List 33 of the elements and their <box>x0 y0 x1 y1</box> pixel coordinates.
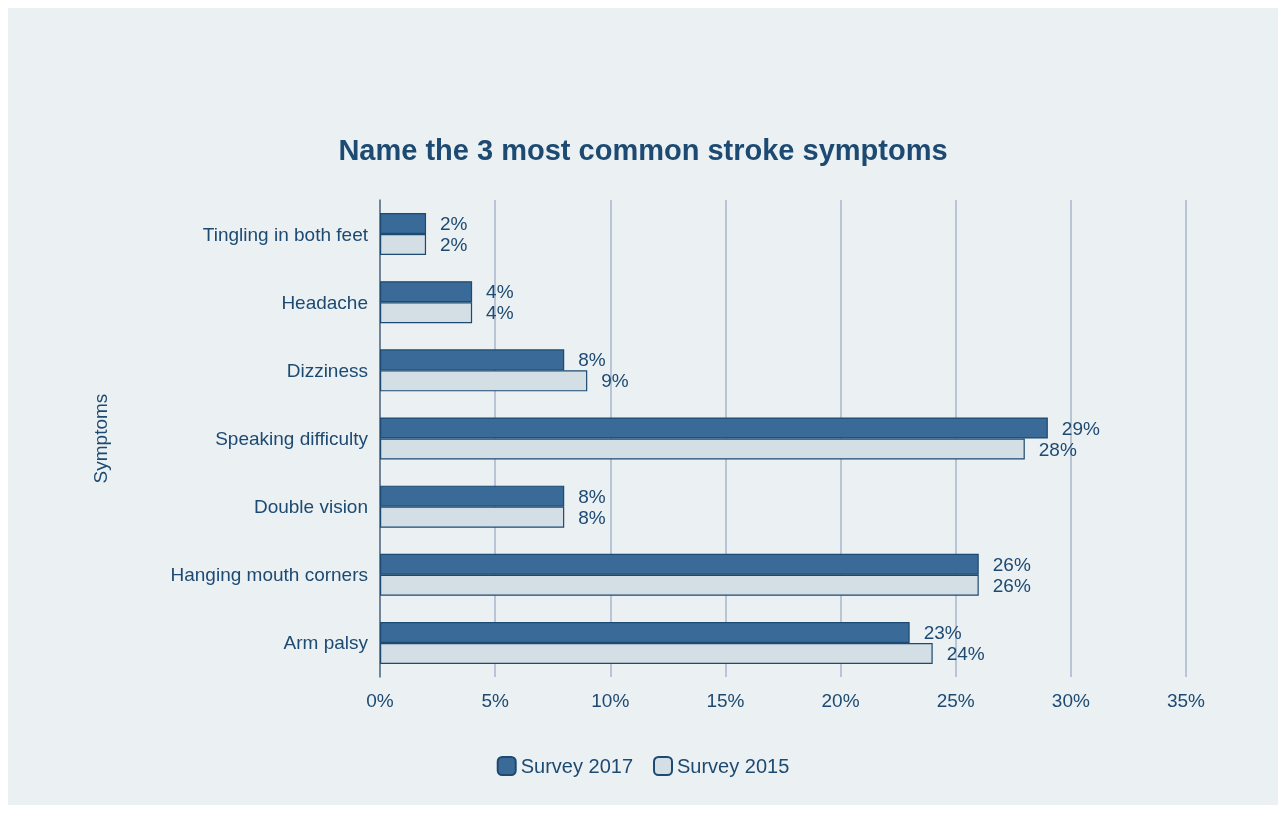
data-label: 2% <box>440 213 468 235</box>
y-tick-label: Tingling in both feet <box>202 223 369 245</box>
y-tick-label: Double vision <box>253 496 368 518</box>
y-axis-title: Symptoms <box>90 393 111 484</box>
x-tick-label: 5% <box>481 690 509 711</box>
x-tick-label: 25% <box>936 690 975 711</box>
x-tick-label: 15% <box>706 690 745 711</box>
data-label: 26% <box>992 574 1031 596</box>
x-tick-label: 30% <box>1051 690 1090 711</box>
data-label: 4% <box>486 302 514 324</box>
data-label: 29% <box>1061 417 1100 439</box>
x-tick-label: 35% <box>1166 690 1206 711</box>
data-label: 28% <box>1038 438 1077 460</box>
data-label: 8% <box>578 506 606 528</box>
data-label: 4% <box>486 281 514 303</box>
x-tick-label: 0% <box>366 690 394 711</box>
x-tick-label: 20% <box>821 690 860 711</box>
x-tick-label: 10% <box>591 690 630 711</box>
legend-label: Survey 2017 <box>520 755 633 777</box>
chart-title: Name the 3 most common stroke symptoms <box>338 133 948 166</box>
data-label: 8% <box>578 485 606 507</box>
data-label: 26% <box>992 553 1031 575</box>
legend-label: Survey 2015 <box>677 755 790 777</box>
data-label: 8% <box>578 349 606 371</box>
y-tick-label: Arm palsy <box>283 632 369 654</box>
data-label: 23% <box>923 621 962 643</box>
y-tick-label: Hanging mouth corners <box>170 564 368 586</box>
y-tick-label: Headache <box>281 291 368 313</box>
y-tick-label: Dizziness <box>286 359 368 381</box>
data-label: 2% <box>440 234 468 256</box>
y-tick-label: Speaking difficulty <box>215 428 369 449</box>
data-label: 9% <box>601 370 629 392</box>
data-label: 24% <box>946 642 985 664</box>
